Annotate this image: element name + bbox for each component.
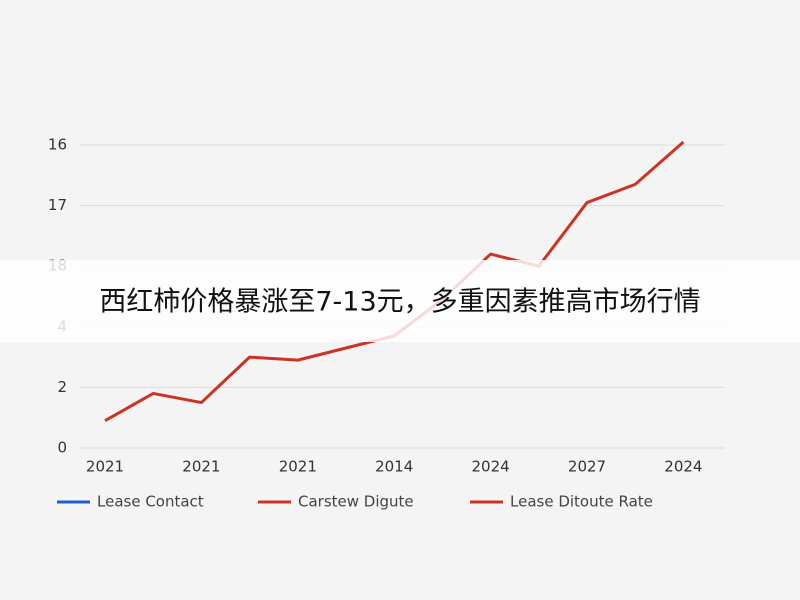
x-tick-label: 2021 bbox=[279, 458, 317, 476]
banner-background bbox=[0, 260, 800, 342]
x-tick-label: 2021 bbox=[182, 458, 220, 476]
legend-label: Lease Contact bbox=[97, 493, 204, 511]
x-tick-label: 2027 bbox=[568, 458, 606, 476]
y-tick-label: 2 bbox=[57, 378, 67, 396]
x-tick-label: 2024 bbox=[472, 458, 510, 476]
x-tick-label: 2014 bbox=[375, 458, 413, 476]
x-tick-label: 2024 bbox=[664, 458, 702, 476]
y-tick-label: 17 bbox=[48, 196, 67, 214]
legend-label: Lease Ditoute Rate bbox=[510, 493, 653, 511]
y-tick-label: 0 bbox=[57, 439, 67, 457]
y-tick-label: 16 bbox=[48, 136, 67, 154]
x-tick-label: 2021 bbox=[86, 458, 124, 476]
banner-title: 西红柿价格暴涨至7-13元，多重因素推高市场行情 bbox=[99, 287, 700, 318]
legend-label: Carstew Digute bbox=[298, 493, 414, 511]
